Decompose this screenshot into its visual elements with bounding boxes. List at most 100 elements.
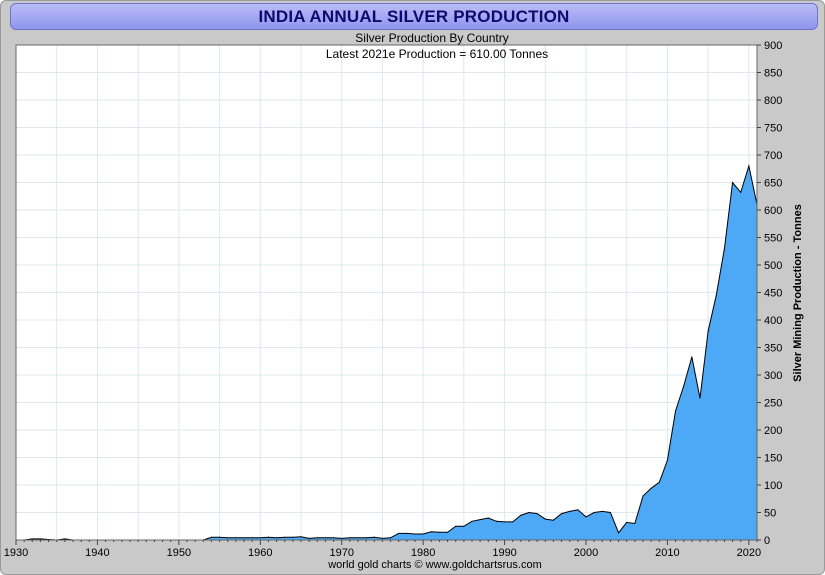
data-point (634, 523, 636, 524)
data-point (227, 537, 229, 539)
y-tick-label: 500 (764, 260, 782, 272)
y-tick-label: 900 (764, 40, 782, 52)
y-tick-label: 450 (764, 288, 782, 300)
data-point (569, 510, 571, 512)
data-point (504, 521, 506, 523)
data-point (715, 294, 717, 296)
x-tick-label: 1990 (492, 547, 516, 559)
x-tick-label: 1930 (4, 547, 28, 559)
y-tick-label: 650 (764, 178, 782, 190)
x-tick-label: 2010 (655, 547, 679, 559)
data-point (406, 532, 408, 534)
data-point (723, 248, 725, 249)
data-point (626, 521, 628, 523)
chart-annotation: Latest 2021e Production = 610.00 Tonnes (326, 47, 548, 61)
x-tick-label: 1940 (85, 547, 109, 559)
x-tick-label: 1970 (329, 547, 353, 559)
data-point (707, 330, 709, 332)
data-point (666, 459, 668, 461)
y-tick-label: 100 (764, 480, 782, 492)
data-point (495, 520, 497, 522)
data-point (292, 536, 294, 538)
data-point (650, 487, 652, 489)
chart-title: INDIA ANNUAL SILVER PRODUCTION (10, 3, 818, 30)
data-point (210, 536, 212, 538)
data-point (341, 537, 343, 539)
data-point (39, 538, 41, 540)
data-point (585, 516, 587, 518)
chart-subtitle: Silver Production By Country (355, 31, 508, 45)
data-point (267, 536, 269, 538)
data-point (365, 537, 367, 539)
y-tick-label: 550 (764, 233, 782, 245)
x-tick-label: 1960 (248, 547, 272, 559)
data-point (577, 509, 579, 511)
chart-footer: world gold charts © www.goldchartsrus.co… (327, 559, 542, 571)
data-point (642, 495, 644, 497)
data-point (455, 525, 457, 527)
y-tick-label: 50 (764, 508, 776, 520)
data-point (601, 510, 603, 512)
data-point (544, 518, 546, 520)
data-point (398, 532, 400, 534)
y-tick-label: 250 (764, 398, 782, 410)
data-point (748, 165, 750, 167)
x-tick-label: 1950 (167, 547, 191, 559)
data-point (552, 519, 554, 521)
y-tick-label: 300 (764, 370, 782, 382)
grid-lines (16, 45, 757, 540)
data-point (609, 512, 611, 513)
data-point (683, 385, 685, 387)
x-tick-label: 2000 (574, 547, 598, 559)
data-point (308, 537, 310, 539)
data-point (414, 533, 416, 535)
data-point (528, 512, 530, 513)
data-point (438, 531, 440, 533)
data-point (276, 537, 278, 539)
data-point (593, 512, 595, 513)
y-tick-label: 600 (764, 205, 782, 217)
data-point (699, 397, 701, 399)
y-tick-label: 350 (764, 343, 782, 355)
y-tick-label: 700 (764, 150, 782, 162)
data-point (284, 536, 286, 538)
data-point (675, 410, 677, 412)
data-point (243, 537, 245, 539)
data-point (349, 537, 351, 539)
data-point (512, 521, 514, 523)
data-point (691, 356, 693, 358)
data-point (357, 537, 359, 539)
data-point (658, 481, 660, 483)
data-point (479, 519, 481, 521)
y-axis-label: Silver Mining Production - Tonnes (792, 204, 804, 382)
data-point (381, 537, 383, 539)
data-point (235, 537, 237, 539)
data-point (31, 538, 33, 540)
data-point (732, 182, 734, 183)
data-point (300, 536, 302, 538)
y-tick-label: 150 (764, 453, 782, 465)
area-fill (16, 166, 757, 540)
data-point (219, 536, 221, 538)
y-tick-label: 400 (764, 315, 782, 327)
data-point (740, 191, 742, 193)
data-point (373, 536, 375, 538)
data-point (324, 537, 326, 539)
data-point (463, 525, 465, 527)
data-point (64, 538, 66, 540)
data-point (333, 537, 335, 539)
y-axis: 0 50 100 150 200 250 300 350 400 450 500 550 600 650 7… (757, 40, 782, 547)
x-axis: 1930 1940 1950 1960 1970 1980 1990 2000 2010 2020 (4, 540, 761, 559)
data-point (390, 537, 392, 539)
y-tick-label: 800 (764, 95, 782, 107)
y-tick-label: 850 (764, 68, 782, 80)
x-tick-label: 2020 (737, 547, 761, 559)
y-tick-label: 200 (764, 425, 782, 437)
y-tick-label: 750 (764, 123, 782, 135)
data-point (536, 513, 538, 515)
data-point (561, 513, 563, 515)
data-point (316, 537, 318, 539)
data-point (422, 533, 424, 535)
x-tick-label: 1980 (411, 547, 435, 559)
